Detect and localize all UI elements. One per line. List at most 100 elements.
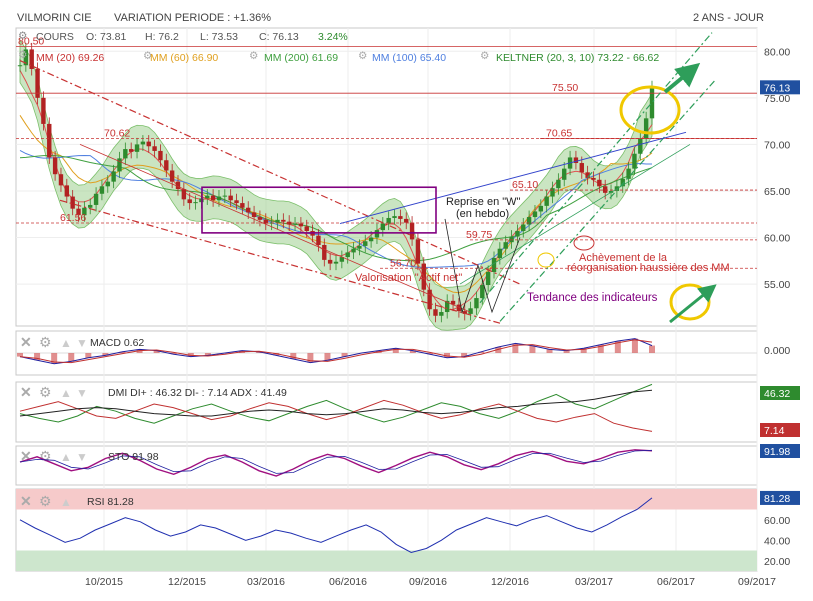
macd-histogram-bar (119, 351, 126, 353)
rsi-overbought-zone (16, 489, 757, 510)
gear-icon[interactable]: ⚙ (249, 50, 259, 62)
macd-histogram-bar (204, 353, 211, 356)
trend-line-mid (79, 144, 471, 313)
last-price-tag (760, 80, 800, 95)
price-candle (23, 49, 29, 66)
price-candle (421, 263, 426, 290)
period-selector[interactable]: 2 ANS - JOUR (693, 12, 764, 24)
gear-icon[interactable]: ⚙ (18, 30, 28, 42)
rsi-y-tick: 20.00 (764, 556, 790, 568)
legend-cours: COURS (36, 31, 74, 43)
macd-histogram-bar (392, 348, 399, 353)
x-tick-label: 12/2015 (168, 576, 206, 588)
annotation-reprise-w: Reprise en "W" (446, 196, 521, 208)
price-candle (316, 235, 321, 245)
level-label: 70.65 (546, 127, 572, 139)
price-candle (509, 236, 514, 243)
sto-title: STO 91.98 (108, 451, 159, 463)
annotation-tendance: Tendance des indicateurs (527, 292, 658, 304)
legend-open: O: 73.81 (86, 31, 127, 43)
price-candle (246, 207, 251, 213)
price-candle (175, 181, 181, 190)
x-tick-label: 06/2016 (329, 576, 367, 588)
gear-icon[interactable]: ⚙ (143, 50, 153, 62)
macd-histogram-bar (136, 349, 143, 353)
arrow-up-icon: ▲ (60, 386, 72, 400)
macd-y-tick: 0.000 (764, 345, 790, 357)
price-candle (52, 157, 58, 175)
price-candle (76, 208, 81, 216)
gear-icon[interactable]: ⚙ (480, 50, 490, 62)
level-label: 80.50 (18, 36, 44, 48)
price-candle (515, 231, 520, 237)
macd-histogram-bar (290, 353, 297, 359)
sto-signal-line (19, 449, 653, 474)
gear-icon: ⚙ (39, 384, 52, 400)
price-candle (99, 186, 105, 194)
macd-histogram-bar (631, 338, 638, 353)
sto-tag (760, 444, 800, 458)
arrow-down-icon: ▼ (76, 386, 88, 400)
price-candle (152, 146, 157, 151)
price-candle (169, 170, 175, 182)
gear-icon[interactable]: ⚙ (18, 49, 28, 61)
price-candle (304, 226, 309, 232)
macd-histogram-bar (85, 353, 92, 358)
rsi-line (19, 497, 653, 554)
variation-periode: VARIATION PERIODE : +1.36% (114, 12, 272, 24)
x-tick-label: 10/2015 (85, 576, 123, 588)
trend-line-lower (59, 199, 501, 324)
price-candle (216, 196, 222, 201)
price-candle (193, 202, 198, 204)
price-candle (17, 65, 23, 67)
legend-mm100: MM (100) 65.40 (372, 52, 447, 64)
price-candle (292, 223, 298, 225)
macd-line (19, 338, 653, 365)
gear-icon: ⚙ (39, 334, 52, 350)
price-candle (503, 242, 508, 249)
macd-histogram-bar (649, 345, 655, 353)
gear-icon: ⚙ (39, 493, 52, 509)
price-candle (380, 223, 386, 231)
price-candle (333, 261, 339, 264)
price-candle (626, 168, 631, 179)
price-candle (58, 174, 64, 186)
macd-histogram-bar (17, 353, 23, 357)
arrow-up-icon: ▲ (60, 450, 72, 464)
price-candle (556, 179, 561, 189)
price-candle (433, 309, 438, 316)
price-candle (134, 144, 140, 152)
price-candle (88, 204, 93, 208)
y-tick-label: 70.00 (764, 139, 790, 151)
price-candle (70, 196, 75, 209)
dmi-diplus-tag (760, 386, 800, 400)
trend-line-up-mid (459, 144, 691, 285)
macd-histogram-bar (307, 353, 314, 363)
macd-histogram-bar (153, 350, 160, 353)
rsi-tag (760, 490, 800, 505)
trend-line-up-lower (499, 78, 717, 322)
legend-close: C: 76.13 (259, 31, 299, 43)
last-price-value: 76.13 (764, 82, 790, 94)
x-tick-label: 09/2017 (738, 576, 776, 588)
gear-icon[interactable]: ⚙ (358, 50, 368, 62)
price-candle (398, 216, 403, 219)
x-tick-label: 12/2016 (491, 576, 529, 588)
arrow-up-icon: ▲ (60, 336, 72, 350)
sto-line (19, 449, 653, 477)
macd-histogram-bar (102, 353, 109, 356)
price-candle (444, 300, 450, 313)
price-candle (82, 207, 87, 216)
macd-histogram-bar (614, 341, 621, 353)
price-candle (579, 163, 584, 173)
level-label: 75.50 (552, 82, 578, 94)
dmi-diminus-tag (760, 423, 800, 437)
annotation-reorganisation: réorganisation haussière des MM (567, 262, 730, 274)
price-candle (538, 205, 544, 212)
price-candle (497, 248, 503, 259)
macd-histogram-bar (34, 353, 41, 361)
macd-histogram-bar (563, 350, 570, 353)
sto-value: 91.98 (764, 446, 790, 458)
price-candle (386, 217, 391, 224)
